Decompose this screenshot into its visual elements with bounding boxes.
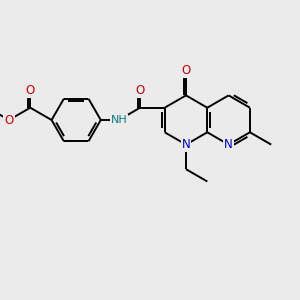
Text: N: N bbox=[182, 138, 190, 151]
Text: O: O bbox=[26, 84, 35, 97]
Text: N: N bbox=[224, 138, 233, 151]
Text: NH: NH bbox=[110, 115, 127, 125]
Text: O: O bbox=[182, 64, 190, 77]
Text: O: O bbox=[136, 84, 145, 97]
Text: O: O bbox=[4, 113, 14, 127]
